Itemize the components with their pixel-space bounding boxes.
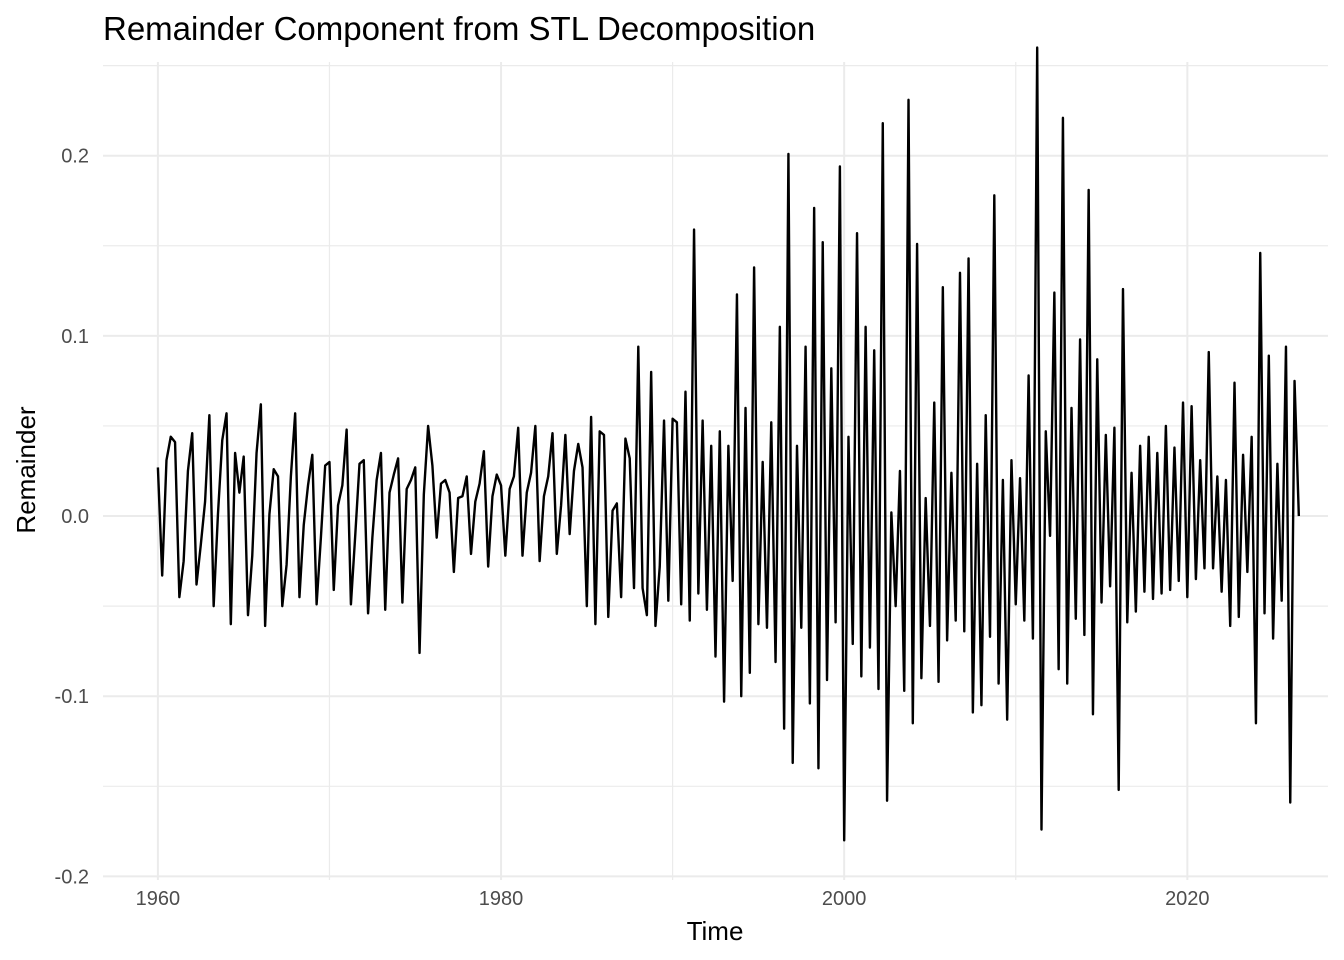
x-tick-label: 1980	[479, 888, 524, 910]
y-tick-label: -0.1	[55, 686, 89, 708]
y-tick-label: 0.2	[61, 146, 89, 168]
grid-layer	[103, 62, 1328, 880]
y-tick-labels: -0.2 -0.1 0.0 0.1 0.2	[55, 146, 89, 889]
chart-title: Remainder Component from STL Decompositi…	[103, 10, 815, 47]
y-tick-label: 0.0	[61, 506, 89, 528]
x-tick-label: 1960	[136, 888, 181, 910]
y-tick-label: 0.1	[61, 326, 89, 348]
x-tick-label: 2000	[822, 888, 867, 910]
series-layer	[156, 46, 1301, 842]
y-tick-label: -0.2	[55, 866, 89, 888]
x-axis-label: Time	[687, 916, 744, 946]
series-line-remainder	[156, 46, 1301, 842]
x-tick-label: 2020	[1165, 888, 1210, 910]
x-tick-labels: 1960 1980 2000 2020	[136, 888, 1210, 910]
y-axis-label: Remainder	[11, 406, 41, 534]
